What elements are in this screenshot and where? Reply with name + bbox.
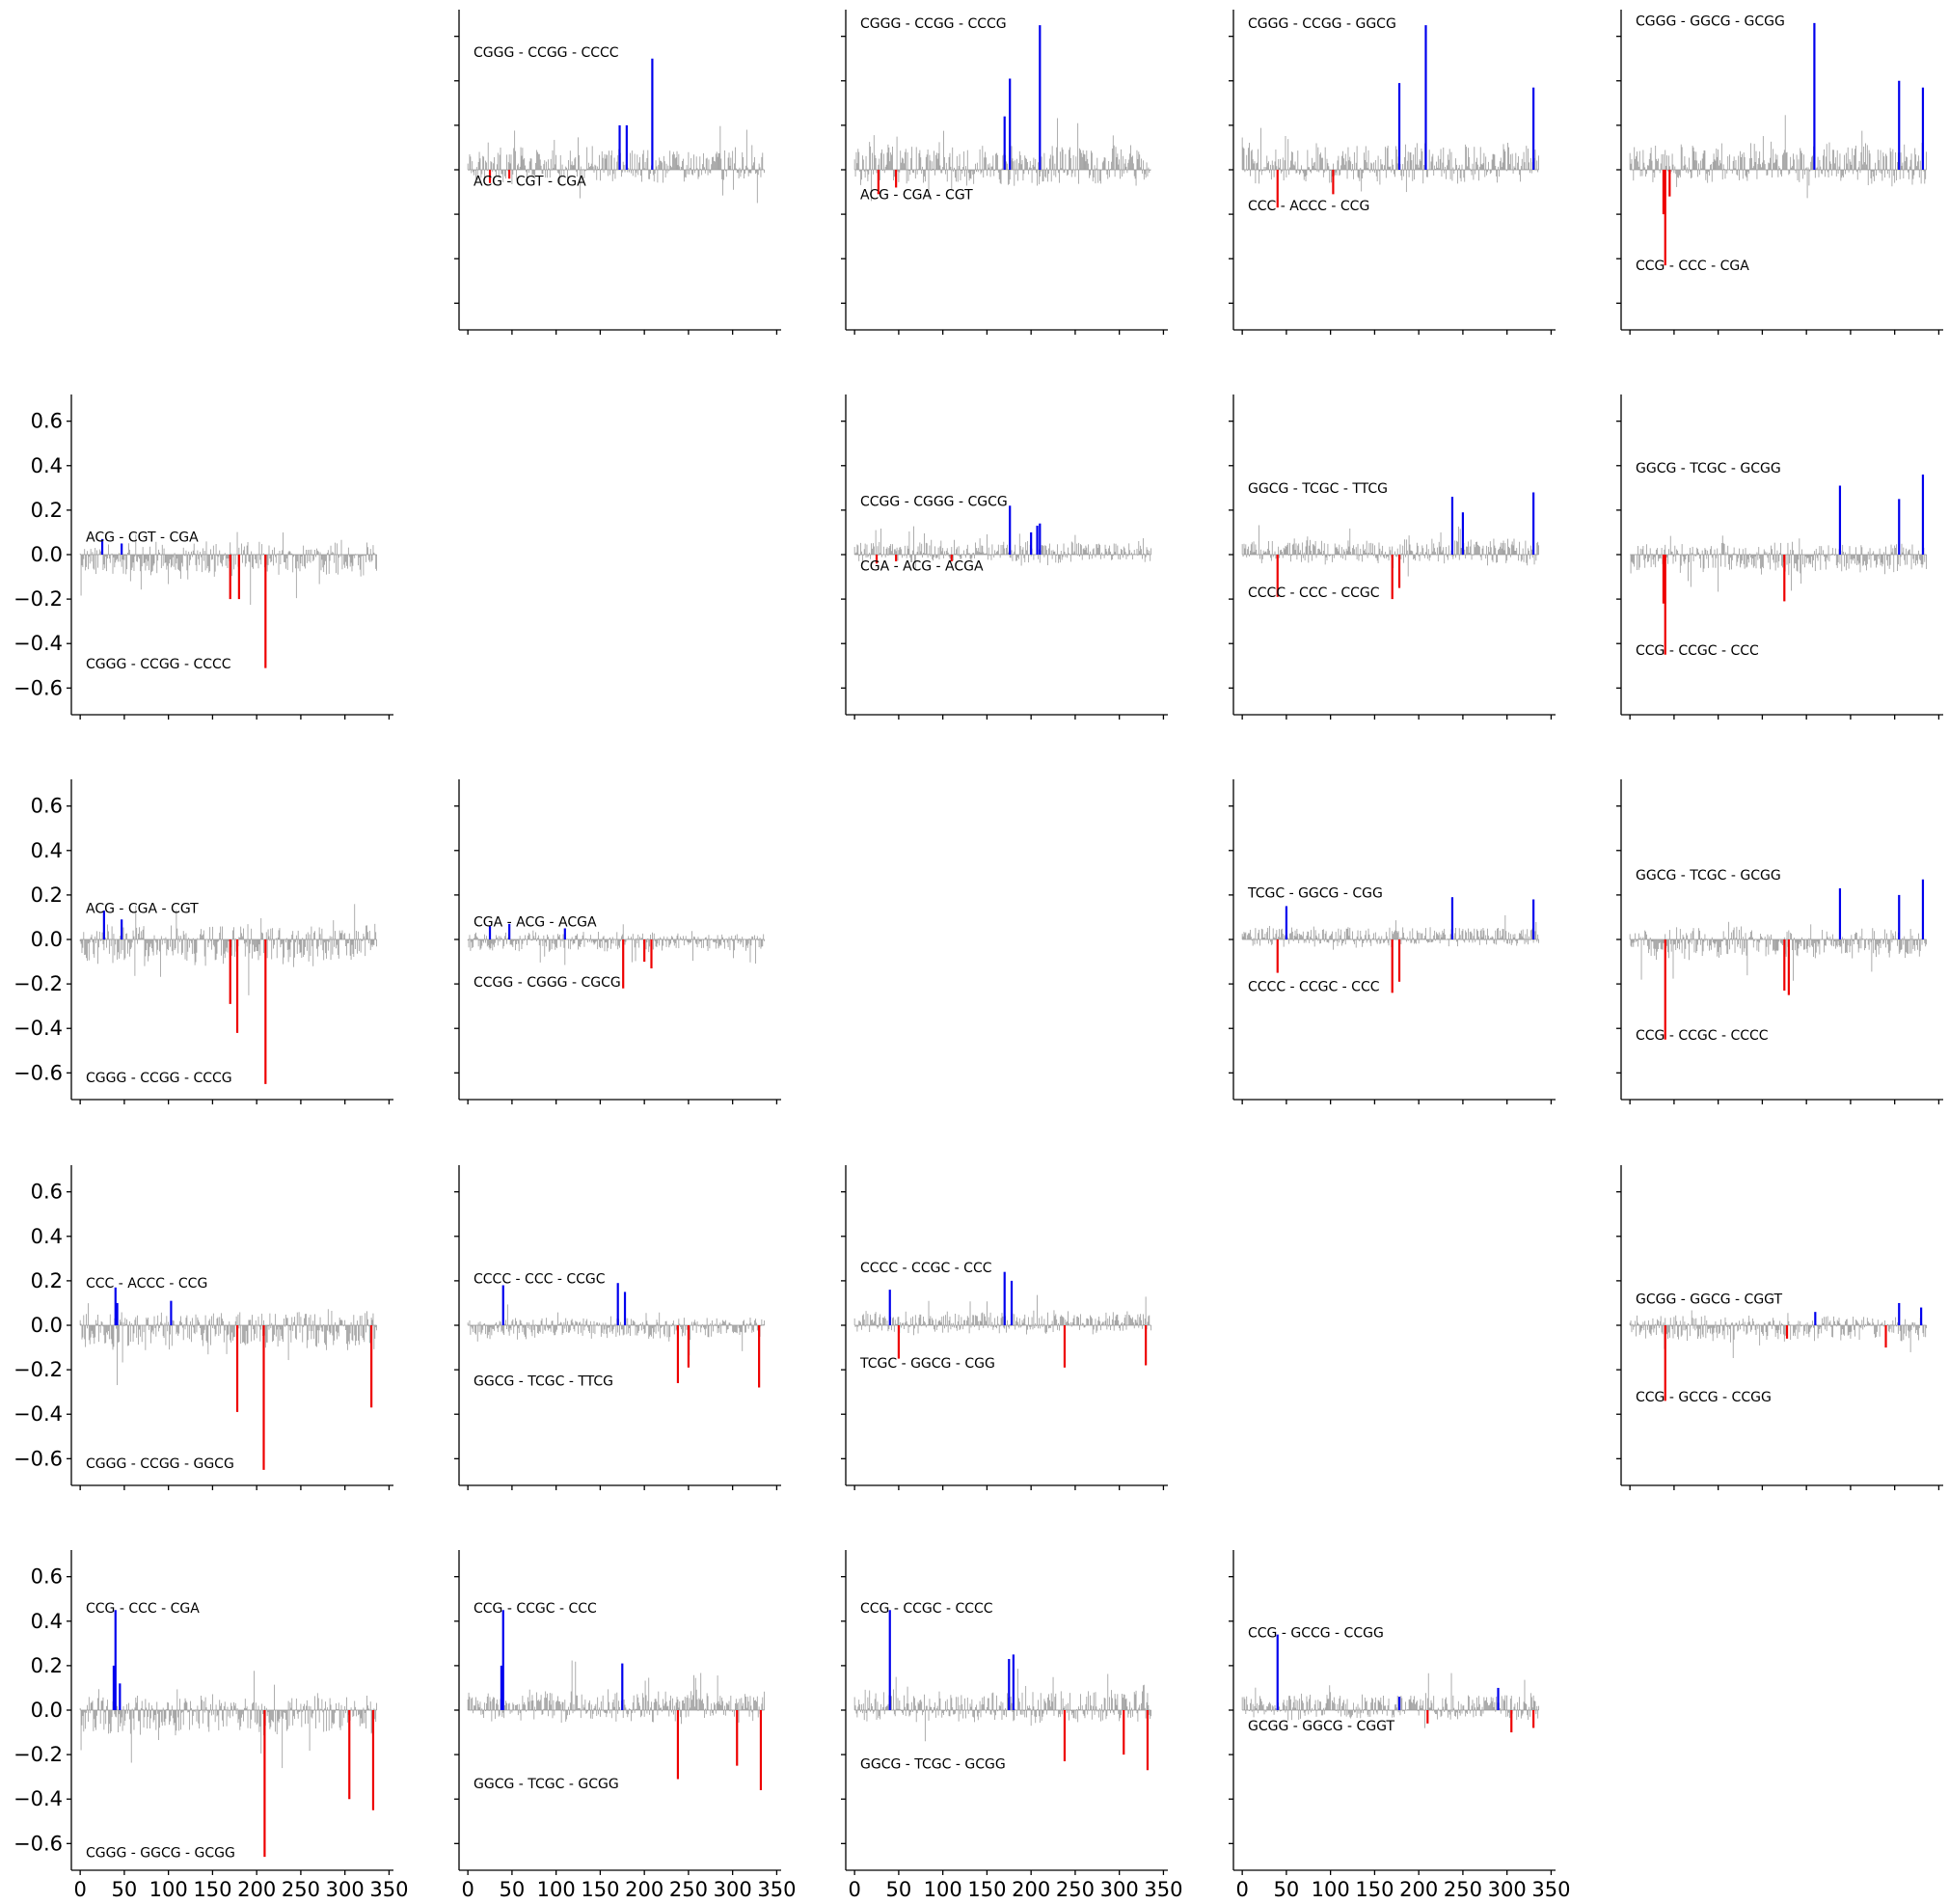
y-tick-label: 0.4	[31, 1225, 63, 1248]
y-tick-label: 0.6	[31, 1181, 63, 1204]
panel-bottom-label: CGGG - CCGG - GGCG	[86, 1456, 234, 1472]
panel-top-label: CGGG - CCGG - GGCG	[1248, 16, 1396, 32]
panel-bottom-label: CCG - CCGC - CCCC	[1636, 1028, 1769, 1044]
panel-top-label: CGGG - CCGG - CCCG	[860, 16, 1007, 32]
panel-bottom-label: CCCC - CCC - CCGC	[1248, 585, 1380, 601]
panel-bottom-label: ACG - CGA - CGT	[860, 187, 973, 203]
panel-top-label: CCC - ACCC - CCG	[86, 1276, 207, 1292]
panel-bottom-label: CGGG - CCGG - CCCC	[86, 657, 231, 672]
panel-top-label: CGGG - GGCG - GCGG	[1636, 14, 1785, 30]
panel-r2-c1: CGA - ACG - ACGA CCGG - CGGG - CGCG	[454, 779, 781, 1104]
y-tick-label: −0.2	[14, 972, 63, 995]
panel-bottom-label: CCC - ACCC - CCG	[1248, 199, 1369, 214]
panel-r0-c2: CGGG - CCGG - CCCG ACG - CGA - CGT	[841, 10, 1168, 335]
panel-r1-c4: GGCG - TCGC - GCGG CCG - CCGC - CCC	[1616, 394, 1943, 720]
y-tick-label: 0.0	[31, 1314, 63, 1337]
y-tick-label: 0.2	[31, 884, 63, 907]
panel-top-label: TCGC - GGCG - CGG	[1247, 886, 1383, 902]
y-tick-label: 0.4	[31, 454, 63, 477]
panel-top-label: GGCG - TCGC - TTCG	[1248, 481, 1388, 497]
panel-r0-c3: CGGG - CCGG - GGCG CCC - ACCC - CCG	[1229, 10, 1556, 335]
panel-bottom-label: CGGG - CCGG - CCCG	[86, 1071, 232, 1086]
panel-bottom-label: CCG - CCC - CGA	[1636, 258, 1749, 274]
y-tick-label: −0.4	[14, 1017, 63, 1040]
panel-r0-c1: CGGG - CCGG - CCCC ACG - CGT - CGA	[454, 10, 781, 335]
panel-bottom-label: CGA - ACG - ACGA	[860, 559, 984, 575]
panel-bottom-label: CCCC - CCGC - CCC	[1248, 979, 1380, 994]
panel-r2-c3: TCGC - GGCG - CGG CCCC - CCGC - CCC	[1229, 779, 1556, 1104]
panel-bottom-label: CCG - CCGC - CCC	[1636, 643, 1759, 659]
panel-r1-c3: GGCG - TCGC - TTCG CCCC - CCC - CCGC	[1229, 394, 1556, 720]
panel-bottom-label: CCGG - CGGG - CGCG	[474, 975, 621, 991]
panel-r1-c0: −0.6 −0.4 −0.2 0.0 0.2 0.4 0.6 ACG - CGT - CGA C…	[14, 394, 393, 720]
y-tick-label: −0.2	[14, 587, 63, 611]
y-tick-label: 0.0	[31, 543, 63, 566]
panel-r0-c4: CGGG - GGCG - GCGG CCG - CCC - CGA	[1616, 10, 1943, 335]
y-tick-label: −0.4	[14, 632, 63, 655]
panel-top-label: GGCG - TCGC - GCGG	[1636, 461, 1781, 476]
y-tick-label: −0.6	[14, 1061, 63, 1084]
y-tick-label: 0.0	[31, 928, 63, 951]
panel-r2-c0: −0.6 −0.4 −0.2 0.0 0.2 0.4 0.6 ACG - CGA - CGT C…	[14, 779, 393, 1104]
y-tick-label: 0.6	[31, 795, 63, 818]
y-tick-label: −0.6	[14, 676, 63, 699]
y-tick-label: −0.4	[14, 1402, 63, 1426]
y-tick-label: 0.4	[31, 839, 63, 862]
panel-bottom-label: ACG - CGT - CGA	[474, 175, 586, 190]
panel-top-label: CGA - ACG - ACGA	[474, 915, 597, 931]
panel-r2-c4: GGCG - TCGC - GCGG CCG - CCGC - CCCC	[1616, 779, 1943, 1104]
panel-r1-c2: CCGG - CGGG - CGCG CGA - ACG - ACGA	[841, 394, 1168, 720]
y-tick-label: 0.6	[31, 410, 63, 433]
y-tick-label: 0.2	[31, 499, 63, 522]
panel-top-label: GGCG - TCGC - GCGG	[1636, 868, 1781, 884]
y-tick-label: −0.6	[14, 1447, 63, 1470]
y-tick-label: 0.2	[31, 1269, 63, 1292]
panel-top-label: CGGG - CCGG - CCCC	[474, 45, 619, 61]
y-tick-label: −0.2	[14, 1358, 63, 1381]
panel-r3-c0: −0.6 −0.4 −0.2 0.0 0.2 0.4 0.6 CCC - ACCC - CCG…	[14, 1165, 393, 1490]
panel-top-label: ACG - CGT - CGA	[86, 530, 199, 546]
panel-top-label: CCGG - CGGG - CGCG	[860, 495, 1008, 510]
panel-top-label: ACG - CGA - CGT	[86, 902, 199, 917]
